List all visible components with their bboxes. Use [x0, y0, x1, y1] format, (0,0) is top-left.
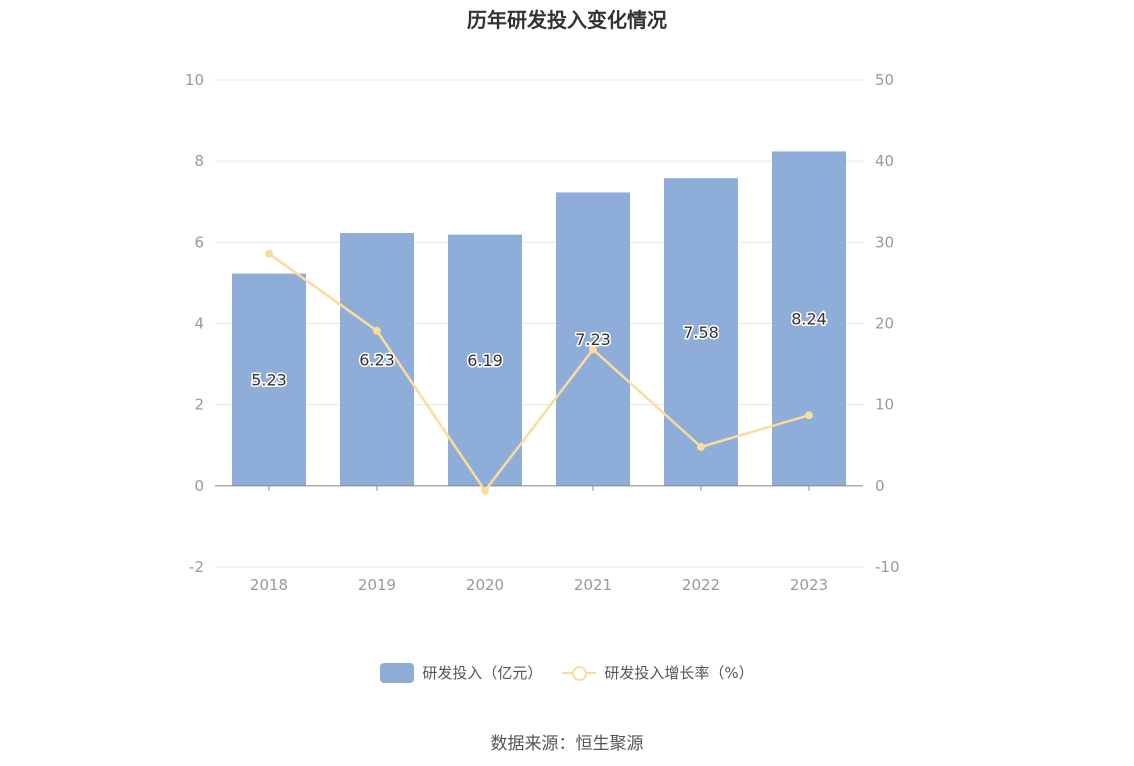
growth-point: [373, 326, 381, 335]
growth-point: [805, 411, 813, 420]
legend-item-bar[interactable]: 研发投入（亿元）: [380, 662, 542, 683]
legend-bar-swatch: [380, 662, 415, 683]
y-left-tick-label: -2: [189, 558, 204, 576]
bar-data-label: 8.24: [791, 310, 827, 329]
x-tick-label: 2019: [358, 576, 396, 594]
bar-data-label: 5.23: [251, 371, 287, 390]
y-left-tick-label: 8: [194, 152, 204, 170]
y-right-tick-label: 20: [875, 315, 894, 333]
bar-data-label: 7.23: [575, 330, 611, 349]
legend-line-swatch: [562, 663, 597, 683]
y-right-tick-label: 0: [875, 477, 885, 495]
x-tick-label: 2018: [250, 576, 288, 594]
y-left-tick-label: 4: [194, 315, 204, 333]
growth-point: [697, 442, 705, 451]
legend-bar-label: 研发投入（亿元）: [422, 664, 543, 682]
growth-point: [481, 486, 489, 495]
chart-title: 历年研发投入变化情况: [467, 8, 667, 32]
y-left-tick-label: 0: [194, 477, 204, 495]
x-tick-label: 2021: [574, 576, 612, 594]
growth-line: [268, 252, 810, 492]
x-tick-label: 2023: [790, 576, 828, 594]
bar: [772, 151, 846, 486]
legend-line-label: 研发投入增长率（%）: [604, 664, 754, 682]
bar-data-label: 7.58: [683, 323, 719, 342]
y-left-tick-label: 2: [194, 396, 204, 414]
y-right-tick-label: 30: [875, 233, 894, 251]
growth-point: [265, 249, 273, 258]
legend: 研发投入（亿元） 研发投入增长率（%）: [0, 662, 1134, 683]
bar-data-label: 6.19: [467, 351, 503, 370]
growth-point: [589, 345, 597, 354]
bar: [232, 273, 306, 486]
y-right-tick-label: 50: [875, 71, 894, 89]
y-left-tick-label: 6: [194, 233, 204, 251]
bar: [340, 232, 414, 486]
y-right-tick-label: 10: [875, 396, 894, 414]
x-tick-label: 2020: [466, 576, 504, 594]
y-right-tick-label: -10: [875, 558, 900, 576]
bar: [664, 178, 738, 486]
legend-item-line[interactable]: 研发投入增长率（%）: [562, 662, 754, 683]
bar: [556, 192, 630, 486]
x-tick-label: 2022: [682, 576, 720, 594]
bar-data-label: 6.23: [359, 350, 395, 369]
bar: [448, 234, 522, 486]
data-source: 数据来源：恒生聚源: [490, 734, 644, 754]
y-right-tick-label: 40: [875, 152, 894, 170]
y-left-tick-label: 10: [185, 71, 204, 89]
